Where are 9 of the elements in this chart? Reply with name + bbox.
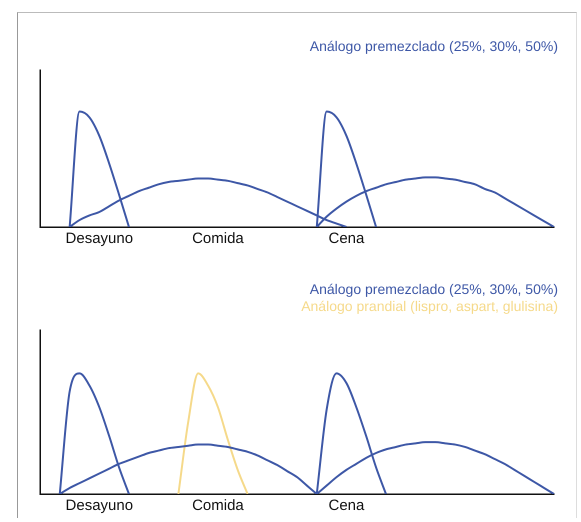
text: Análogo premezclado (25%, 30%, 50%): [310, 38, 558, 54]
x-tick-label: Comida: [192, 497, 244, 514]
x-tick-label: Cena: [328, 230, 366, 248]
x-tick-label: Desayuno: [66, 230, 134, 248]
text: Análogo premezclado (25%, 30%, 50%): [310, 280, 558, 297]
text: Análogo prandial (lispro, aspart, glulisina): [301, 298, 558, 314]
x-tick-label: Cena: [328, 497, 366, 514]
x-tick-label: Desayuno: [66, 497, 134, 514]
x-tick-label: Comida: [192, 230, 244, 248]
